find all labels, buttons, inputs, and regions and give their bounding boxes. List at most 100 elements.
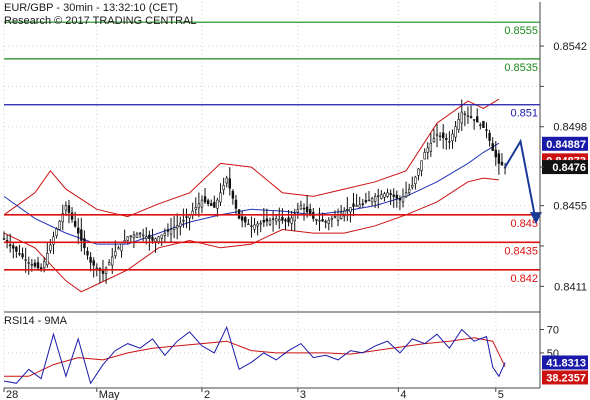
candle-body [86, 250, 89, 256]
candle [148, 230, 151, 251]
candle [330, 215, 334, 228]
ma-value-box-bg [542, 136, 588, 151]
candle-body [21, 253, 24, 258]
candle [12, 242, 15, 259]
candle-body [346, 208, 349, 211]
candle-body [451, 133, 454, 142]
candle-body [148, 234, 151, 239]
candle [454, 120, 457, 142]
candle [355, 193, 358, 207]
candle-body [411, 185, 414, 188]
candle [194, 197, 197, 216]
candle-body [256, 223, 259, 227]
candle-body [281, 216, 284, 221]
candle-body [491, 143, 494, 151]
candle [169, 217, 173, 243]
candle-body [339, 212, 343, 219]
candle [339, 204, 343, 220]
y-tick-label: 0.8498 [553, 122, 587, 134]
candle-body [389, 193, 392, 195]
candle-body [284, 219, 287, 222]
candle-body [377, 195, 380, 197]
candle-body [380, 194, 383, 199]
candle-body [435, 133, 439, 136]
candle-body [469, 116, 473, 118]
candle-body [454, 126, 457, 138]
candle-body [179, 222, 182, 227]
candle-body [432, 138, 436, 143]
rsi-value-box: 41.8313 [542, 355, 588, 370]
candle-body [333, 216, 337, 218]
lower-band [3, 177, 499, 293]
candle [197, 192, 201, 218]
candle-body [343, 210, 346, 217]
y-tick-label: 0.8411 [554, 281, 587, 293]
candle [411, 176, 414, 190]
candle [435, 123, 439, 148]
candle-body [429, 142, 433, 152]
candle [114, 240, 117, 259]
candle-body [253, 224, 256, 230]
candle-body [476, 116, 479, 123]
candle-body [185, 216, 188, 218]
candle-body [383, 193, 386, 198]
candle [86, 247, 89, 260]
candle-body [287, 217, 290, 223]
candle [141, 228, 145, 242]
candle [67, 200, 71, 224]
candle [417, 168, 420, 181]
candle [228, 167, 231, 196]
candle [18, 244, 21, 257]
axes: 0.8411 0.8455 0.8498 0.8542 28 May 2 3 4 5 [3, 2, 587, 400]
candle-body [479, 124, 482, 126]
candle [401, 188, 405, 208]
candle [398, 195, 402, 211]
candle [472, 119, 476, 130]
candle [107, 259, 111, 266]
candle-body [268, 219, 272, 225]
candle [49, 239, 52, 254]
candle [302, 203, 306, 221]
candle [210, 199, 213, 206]
candle-body [58, 220, 61, 230]
candle [166, 223, 170, 237]
candle-body [49, 244, 52, 251]
candle [265, 208, 269, 227]
candle-body [145, 236, 148, 239]
candle [377, 188, 380, 209]
candle [281, 208, 284, 224]
candle [476, 108, 479, 123]
candle-body [12, 245, 15, 249]
x-tick-label: 2 [204, 389, 210, 400]
candle [386, 188, 389, 198]
candle [216, 197, 219, 217]
candle [250, 216, 253, 238]
candle [132, 231, 136, 249]
candle [27, 256, 30, 275]
candle-body [154, 238, 157, 242]
x-tick-label: 5 [498, 389, 504, 400]
candle-body [318, 219, 321, 222]
candle [225, 175, 228, 188]
candle [463, 110, 467, 127]
candle-body [104, 267, 108, 275]
candle-body [67, 205, 71, 213]
candle-body [364, 200, 368, 203]
candle [253, 217, 256, 233]
candle-body [160, 234, 163, 239]
candle-body [274, 218, 278, 222]
chart-copyright: Research © 2017 TRADING CENTRAL [4, 15, 197, 27]
current-price-box-text: 0.8476 [552, 162, 586, 174]
candle-body [141, 234, 145, 237]
candle-body [138, 232, 142, 235]
candle [145, 227, 148, 245]
projection-path [504, 138, 537, 223]
candle-body [225, 177, 228, 184]
candle [55, 227, 58, 239]
candle-body [166, 229, 170, 232]
candle-body [302, 207, 306, 210]
candle [46, 241, 49, 268]
candle-body [89, 256, 92, 263]
candle-body [15, 246, 18, 252]
